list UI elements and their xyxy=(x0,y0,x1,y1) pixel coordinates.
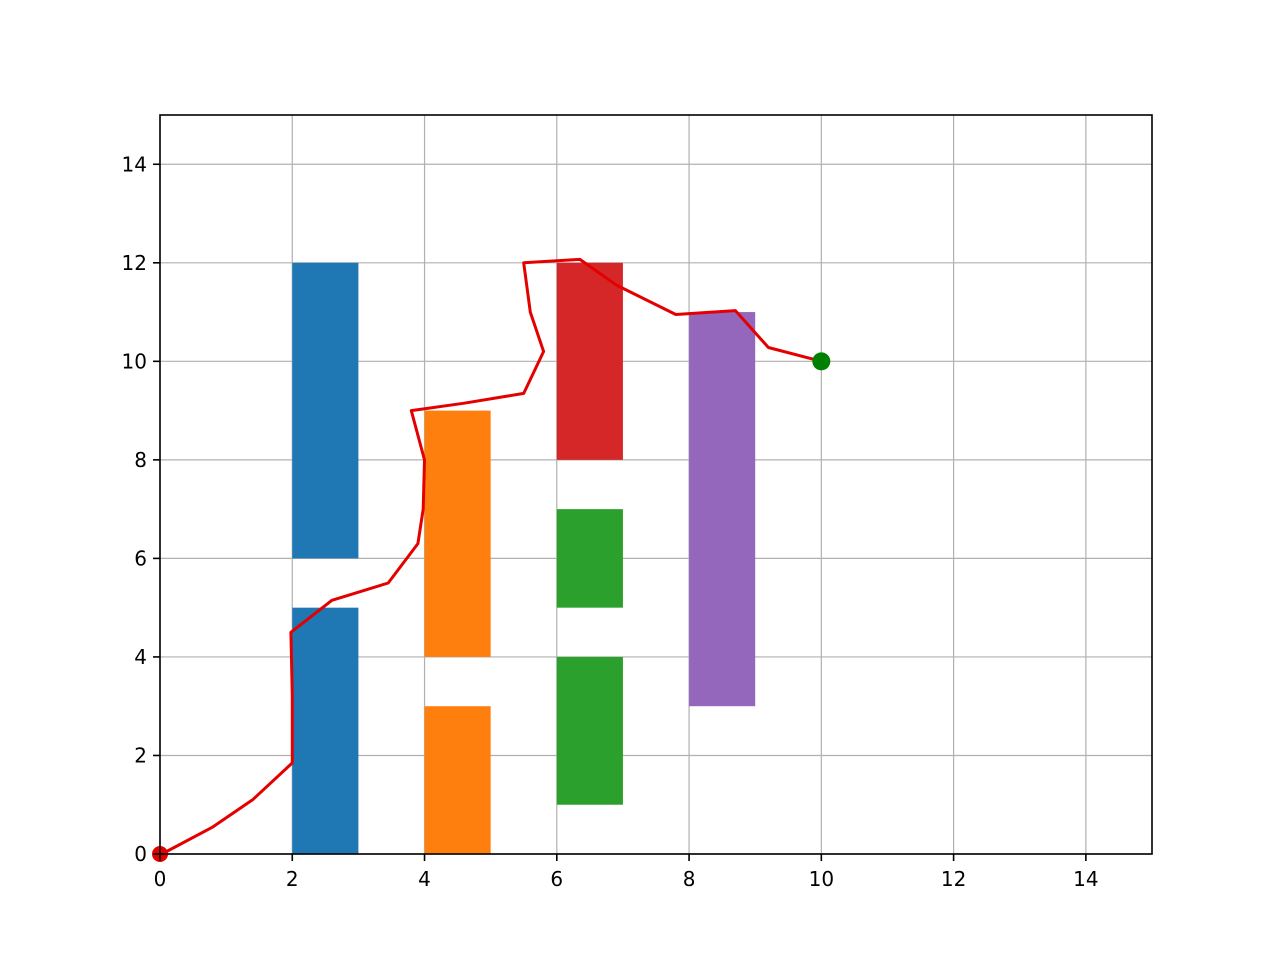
y-tick-label-3: 6 xyxy=(134,546,147,570)
x-tick-label-7: 14 xyxy=(1073,867,1098,891)
x-tick-label-6: 12 xyxy=(941,867,966,891)
goal-marker xyxy=(812,352,831,371)
path-line-layer xyxy=(159,257,822,856)
obstacle-bar-3 xyxy=(424,410,491,657)
y-tick-label-5: 10 xyxy=(122,349,147,373)
y-tick-label-2: 4 xyxy=(134,645,147,669)
y-tick-label-7: 14 xyxy=(122,152,147,176)
obstacle-bar-6 xyxy=(556,262,623,460)
y-tick-label-0: 0 xyxy=(134,842,147,866)
x-tick-label-5: 10 xyxy=(809,867,834,891)
obstacle-bars xyxy=(292,262,756,854)
path-line xyxy=(159,257,822,856)
x-axis-ticks: 0 2 4 6 8 10 12 14 xyxy=(154,854,1099,891)
y-tick-label-6: 12 xyxy=(122,251,147,275)
x-tick-label-3: 6 xyxy=(550,867,563,891)
x-tick-label-2: 4 xyxy=(418,867,431,891)
axes-frame xyxy=(159,114,1153,855)
obstacle-bar-5 xyxy=(556,509,623,608)
x-tick-label-1: 2 xyxy=(286,867,299,891)
obstacle-bar-0 xyxy=(292,607,359,854)
y-tick-label-4: 8 xyxy=(134,448,147,472)
y-tick-label-1: 2 xyxy=(134,743,147,767)
x-tick-label-4: 8 xyxy=(683,867,696,891)
y-axis-ticks: 0 2 4 6 8 10 12 14 xyxy=(122,152,160,866)
obstacle-bar-1 xyxy=(292,262,359,559)
obstacle-bar-2 xyxy=(424,706,491,854)
obstacle-bar-7 xyxy=(689,312,756,707)
obstacle-bar-4 xyxy=(556,656,623,805)
x-tick-label-0: 0 xyxy=(154,867,167,891)
